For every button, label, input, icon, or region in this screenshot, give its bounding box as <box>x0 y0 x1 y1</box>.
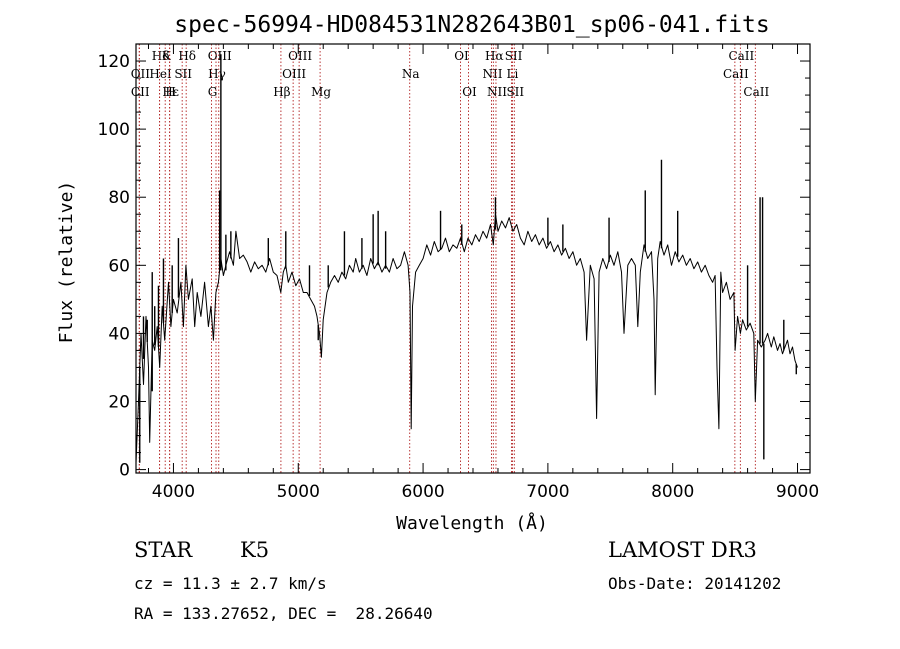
spectral-line-label: Hγ <box>208 67 226 81</box>
spectral-line-label: OIII <box>282 67 306 81</box>
spectral-line-label: OIII <box>208 49 232 63</box>
spectral-line-label: SII <box>174 67 192 81</box>
spectral-line-label: OI <box>462 85 477 99</box>
y-tick-label: 60 <box>108 256 130 276</box>
obs-date: Obs-Date: 20141202 <box>608 574 782 593</box>
spectral-line-label: Hδ <box>178 49 196 63</box>
object-subclass: K5 <box>240 538 270 562</box>
redshift-value: cz = 11.3 ± 2.7 km/s <box>134 574 327 593</box>
spectral-line-label: NII <box>487 85 507 99</box>
y-tick-label: 40 <box>108 324 130 344</box>
spectral-line-label: Na <box>402 67 420 81</box>
spectral-line-label: Mg <box>311 85 331 99</box>
x-tick-label: 6000 <box>401 482 444 502</box>
spectral-line-label: G <box>208 85 218 99</box>
axes-layer: 4000 5000 6000 7000 8000 9000 0 20 40 60 80 100 120 <box>98 43 819 502</box>
x-tick-label: 8000 <box>651 482 694 502</box>
spectral-line-label: CaII <box>743 85 769 99</box>
x-tick-label: 9000 <box>776 482 819 502</box>
x-axis-label: Wavelength (Å) <box>396 512 548 534</box>
spectral-line-label: H <box>165 85 175 99</box>
object-class: STAR <box>134 538 193 562</box>
y-tick-label: 20 <box>108 393 130 413</box>
x-tick-label: 5000 <box>277 482 320 502</box>
spectral-line-label: Li <box>507 67 519 81</box>
spectral-line-label: HeI <box>149 67 172 81</box>
spectral-line-label: Hβ <box>273 85 290 99</box>
x-tick-label: 4000 <box>152 482 195 502</box>
spectral-line-label: OIII <box>288 49 312 63</box>
spectral-line-label: CII <box>131 85 150 99</box>
y-tick-label: 100 <box>98 120 130 140</box>
spectral-line-label: Hα <box>485 49 504 63</box>
spectral-line-label: OI <box>454 49 469 63</box>
spectral-line-label: Hε <box>162 85 179 99</box>
y-tick-label: 80 <box>108 188 130 208</box>
plot-frame <box>135 43 811 474</box>
spectral-line-label: NII <box>482 67 502 81</box>
y-tick-label: 0 <box>119 461 130 481</box>
spectral-line-label: K <box>162 49 172 63</box>
flux-series-line <box>135 213 798 463</box>
y-axis-label: Flux (relative) <box>56 181 77 344</box>
spectral-line-label: CaII <box>723 67 749 81</box>
spectral-line-label: SII <box>505 49 523 63</box>
y-tick-label: 120 <box>98 52 130 72</box>
series-layer <box>135 54 798 463</box>
survey-label: LAMOST DR3 <box>608 538 757 562</box>
x-tick-label: 7000 <box>526 482 569 502</box>
spectral-line-label: SII <box>506 85 524 99</box>
chart-title: spec-56994-HD084531N282643B01_sp06-041.f… <box>174 12 769 38</box>
ra-dec: RA = 133.27652, DEC = 28.26640 <box>134 604 433 623</box>
spectral-line-label: OII <box>131 67 151 81</box>
spectral-line-label: CaII <box>728 49 754 63</box>
